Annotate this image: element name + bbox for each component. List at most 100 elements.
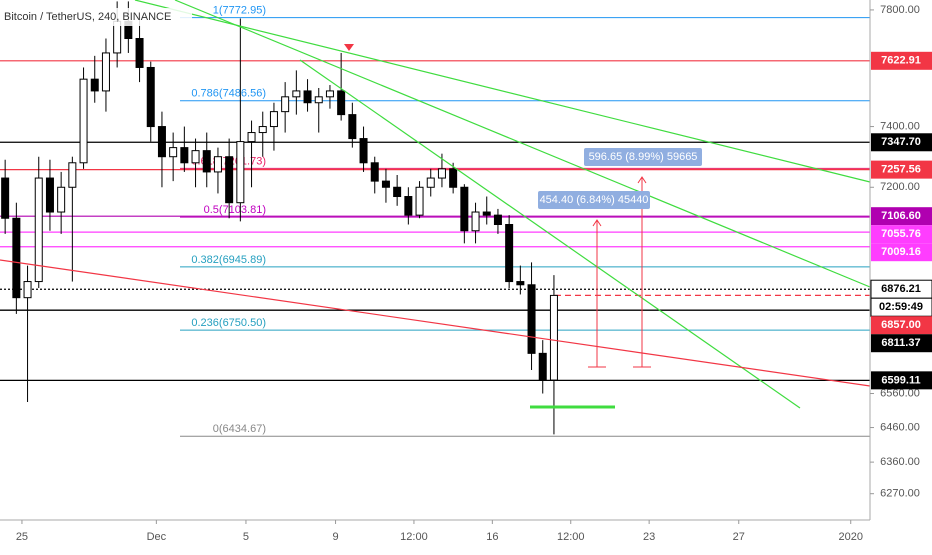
measure-box	[538, 191, 650, 209]
candle-body	[169, 147, 178, 158]
y-tick-label: 7800.00	[880, 4, 920, 16]
candle-body	[1, 177, 10, 219]
candle-body	[90, 78, 99, 92]
time-axis	[0, 520, 932, 550]
y-tick-label: 7400.00	[880, 120, 920, 132]
fib-label: 0.5(7103.81)	[204, 204, 266, 216]
measure-label: 454.40 (6.84%) 45440	[540, 194, 649, 206]
candle-body	[516, 281, 525, 286]
x-tick-label: 2020	[838, 531, 862, 543]
candle-body	[404, 196, 413, 216]
price-tag: 7622.91	[881, 55, 921, 67]
candle-body	[213, 156, 222, 173]
y-tick-label: 6360.00	[880, 456, 920, 468]
candle-body	[68, 162, 77, 188]
price-tag: 7106.60	[881, 210, 921, 222]
price-tag-bg	[871, 160, 932, 179]
chart-title: Bitcoin / TetherUS, 240, BINANCE	[4, 11, 171, 23]
fib-label: 0.382(6945.89)	[191, 254, 266, 266]
price-tag-bg	[871, 316, 932, 335]
x-tick-label: 27	[733, 531, 745, 543]
candle-body	[449, 168, 458, 188]
y-tick-label: 7200.00	[880, 181, 920, 193]
candle-body	[101, 52, 110, 92]
candle-body	[57, 186, 66, 213]
candle-body	[281, 96, 290, 113]
y-tick-label: 6270.00	[880, 488, 920, 500]
candle-body	[359, 138, 368, 164]
candle-body	[45, 177, 54, 213]
price-tag: 7055.76	[881, 228, 921, 240]
x-tick-label: 23	[643, 531, 655, 543]
candle-body	[202, 150, 211, 173]
price-axis	[870, 0, 932, 550]
price-tag: 7009.16	[881, 246, 921, 258]
candle-body	[34, 177, 43, 283]
candle-body	[79, 78, 88, 164]
x-tick-label: 16	[486, 531, 498, 543]
trendline	[299, 59, 801, 409]
candle-body	[393, 186, 402, 198]
candle-body	[493, 214, 502, 226]
candle-body	[258, 126, 267, 134]
candle-body	[247, 132, 256, 143]
x-tick-label: 9	[332, 531, 338, 543]
price-tag: 7257.56	[881, 164, 921, 176]
candle-body	[348, 114, 357, 140]
fib-label: 0.786(7486.56)	[191, 88, 266, 100]
candle-body	[180, 147, 189, 164]
candle-body	[415, 186, 424, 216]
x-tick-label: 12:00	[400, 531, 428, 543]
x-tick-label: 12:00	[557, 531, 585, 543]
candle-body	[12, 217, 21, 299]
candle-body	[236, 141, 245, 204]
candle-body	[269, 111, 278, 128]
title-bg	[0, 8, 192, 26]
candle-body	[225, 156, 234, 204]
fib-label: 0.236(6750.50)	[191, 317, 266, 329]
price-tag: 7347.70	[881, 136, 921, 148]
candle-body	[370, 162, 379, 182]
price-tag-bg	[871, 225, 932, 244]
price-tag-bg	[871, 133, 932, 152]
candle-body	[505, 224, 514, 283]
candle-body	[460, 186, 469, 232]
measure-label: 596.65 (8.99%) 59665	[589, 151, 698, 163]
price-tag-bg	[871, 371, 932, 390]
trendline	[134, 0, 871, 183]
candle-body	[437, 168, 446, 179]
candle-body	[482, 211, 491, 216]
candle-body	[157, 126, 166, 158]
price-tag: 02:59:49	[879, 301, 923, 313]
price-tag-bg	[871, 51, 932, 70]
price-tag: 6811.37	[881, 337, 920, 349]
axis-labels: 7800.00 7400.00 7200.00 6560.00 6460.00 6360.…	[16, 4, 932, 543]
trendline	[0, 259, 871, 387]
price-tag: 6876.21	[881, 283, 921, 295]
candle-body	[426, 177, 435, 188]
x-tick-label: 25	[16, 531, 28, 543]
candle-body	[292, 90, 301, 98]
candle-body	[135, 38, 144, 68]
candle-body	[191, 150, 200, 164]
price-tag-bg	[871, 243, 932, 262]
x-tick-label: 5	[243, 531, 249, 543]
fib-label: 1(7772.95)	[213, 5, 266, 17]
plot-area: 1(7772.95)0.786(7486.56)0.618(7261.73)0.…	[0, 1, 870, 437]
candle-body	[538, 352, 547, 381]
price-tag: 6599.11	[881, 374, 920, 386]
price-tag: 6857.00	[881, 319, 921, 331]
candle-body	[527, 284, 536, 354]
candle-body	[471, 211, 480, 232]
candle-body	[337, 90, 346, 116]
marker	[344, 44, 354, 51]
candle-body	[23, 281, 32, 299]
measure-box	[584, 148, 702, 166]
fib-label: 0(6434.67)	[213, 423, 266, 435]
x-tick-label: Dec	[147, 531, 167, 543]
candle-body	[314, 96, 323, 104]
candle-body	[325, 90, 334, 98]
